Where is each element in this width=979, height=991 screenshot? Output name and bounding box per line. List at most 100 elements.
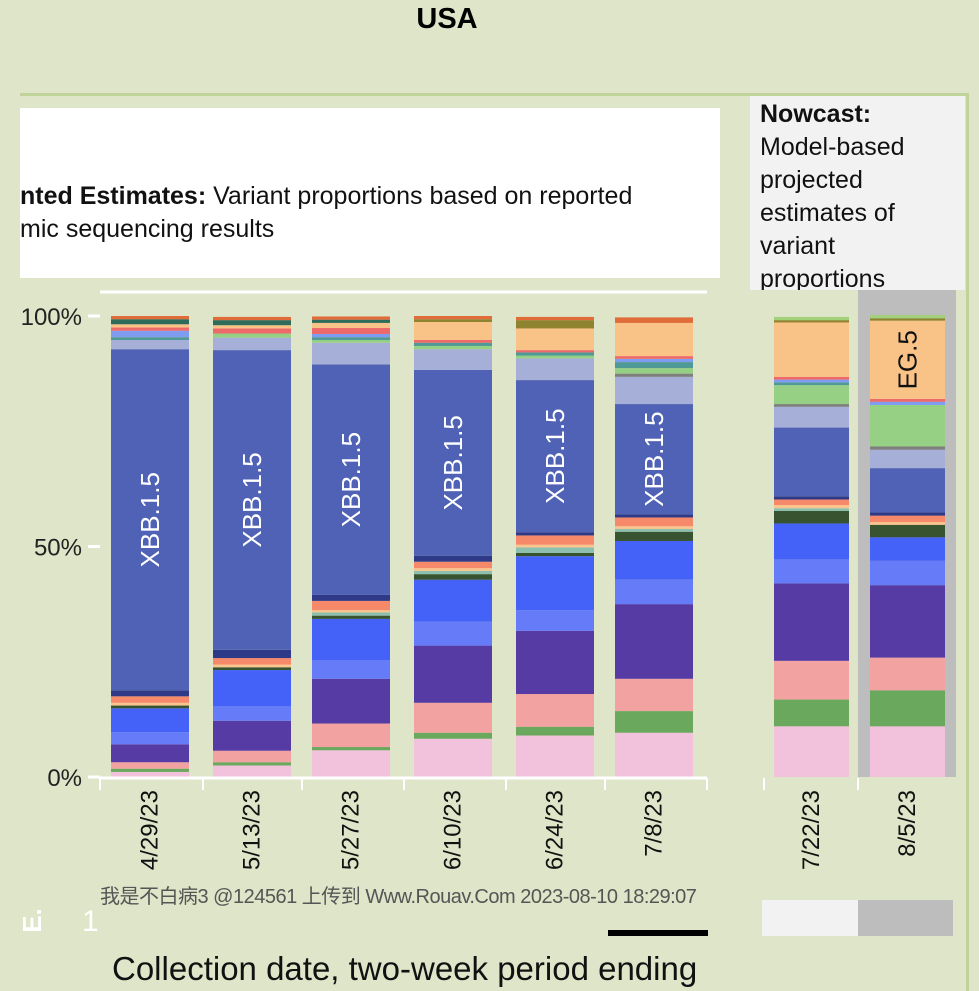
bar-segment <box>414 574 492 580</box>
bar-segment <box>870 468 945 513</box>
segment-label-xbb-1-5: XBB.1.5 <box>135 472 165 567</box>
header-divider <box>20 93 968 96</box>
nowcast-heading: Nowcast: <box>760 100 872 128</box>
bar-segment <box>414 568 492 571</box>
bar-segment <box>615 514 693 518</box>
bar-segment <box>312 747 390 751</box>
x-tick-label: 5/27/23 <box>338 790 365 870</box>
bar-segment <box>870 560 945 586</box>
bar-segment <box>774 496 849 500</box>
bar-segment <box>615 528 693 532</box>
bar-segment <box>414 316 492 320</box>
bar-segment <box>516 358 594 381</box>
bar-segment <box>312 618 390 661</box>
bar-segment <box>870 318 945 321</box>
bar-segment <box>312 615 390 619</box>
segment-label-xbb-1-5: XBB.1.5 <box>237 452 267 547</box>
bar-segment <box>615 732 693 777</box>
bar-segment <box>312 316 390 320</box>
bar-segment <box>615 531 693 541</box>
bar-segment <box>111 744 189 763</box>
bar-segment <box>774 699 849 727</box>
y-tick-label: 100% <box>21 304 82 331</box>
bar-segment <box>414 342 492 346</box>
bar-segment <box>312 723 390 748</box>
bar-segment <box>516 556 594 611</box>
bar-segment <box>774 508 849 512</box>
bar-segment <box>870 404 945 447</box>
bar-segment <box>312 319 390 323</box>
bar-segment <box>774 404 849 407</box>
x-tick-label: 6/10/23 <box>440 790 467 870</box>
bar-segment <box>774 559 849 584</box>
bar-segment <box>213 320 291 326</box>
bar-segment <box>414 621 492 646</box>
y-tick-label: 0% <box>47 765 82 792</box>
bar-segment <box>111 771 189 777</box>
bar-segment <box>870 522 945 525</box>
bar-segment <box>516 610 594 631</box>
x-tick-label: 8/5/23 <box>894 790 921 857</box>
observed-estimates-panel: nted Estimates: Variant proportions base… <box>20 108 720 278</box>
observed-estimates-text: nted Estimates: Variant proportions base… <box>20 180 632 246</box>
bar-segment <box>615 579 693 605</box>
bar-segment <box>111 705 189 709</box>
bar-segment <box>774 382 849 386</box>
bar-segment <box>516 535 594 545</box>
bar-segment <box>213 333 291 338</box>
bar-segment <box>774 499 849 506</box>
bar-segment <box>213 325 291 329</box>
bar-segment <box>516 630 594 695</box>
bar-segment <box>414 349 492 370</box>
bar-segment <box>213 720 291 751</box>
bar-segment <box>615 526 693 529</box>
bar-segment <box>774 511 849 524</box>
bar-segment <box>516 350 594 353</box>
bar-segment <box>615 678 693 712</box>
segment-label-eg-5: EG.5 <box>893 330 923 389</box>
bar-segment <box>870 398 945 402</box>
nowcast-text: Nowcast: Model-based projected estimates… <box>760 98 965 290</box>
right-border <box>966 93 969 991</box>
bar-segment <box>870 449 945 469</box>
bar-segment <box>516 328 594 351</box>
legend-swatch-observed <box>762 900 858 936</box>
bar-segment <box>312 322 390 328</box>
bar-segment <box>414 579 492 622</box>
bar-segment <box>213 706 291 721</box>
bar-segment <box>870 726 945 777</box>
bar-segment <box>111 768 189 772</box>
bar-segment <box>414 319 492 322</box>
bar-segment <box>111 690 189 697</box>
footer-one-mark: 1 <box>82 905 99 938</box>
bar-segment <box>414 369 492 556</box>
bar-segment <box>111 324 189 328</box>
bar-segment <box>774 726 849 777</box>
nowcast-description: Model-based projected estimates of varia… <box>760 133 905 290</box>
bar-segment <box>414 555 492 562</box>
bar-segment <box>312 594 390 601</box>
bar-segment <box>615 604 693 679</box>
bar-segment <box>414 570 492 575</box>
bar-segment <box>516 547 594 553</box>
bar-segment <box>615 358 693 363</box>
segment-label-xbb-1-5: XBB.1.5 <box>540 408 570 503</box>
bar-segment <box>870 657 945 691</box>
bar-segment <box>213 670 291 707</box>
bar-segment <box>213 350 291 650</box>
y-tick-label: 50% <box>34 535 82 562</box>
bar-segment <box>774 505 849 509</box>
bar-segment <box>615 711 693 733</box>
bar-segment <box>870 585 945 658</box>
x-tick-label: 7/8/23 <box>641 790 668 857</box>
bar-segment <box>414 561 492 569</box>
bar-segment <box>111 732 189 745</box>
bar-segment <box>774 322 849 377</box>
bar-segment <box>870 315 945 319</box>
scroll-indicator[interactable] <box>608 930 708 936</box>
bar-segment <box>111 696 189 703</box>
bar-segment <box>312 600 390 611</box>
bar-segment <box>414 321 492 340</box>
segment-label-xbb-1-5: XBB.1.5 <box>438 415 468 510</box>
